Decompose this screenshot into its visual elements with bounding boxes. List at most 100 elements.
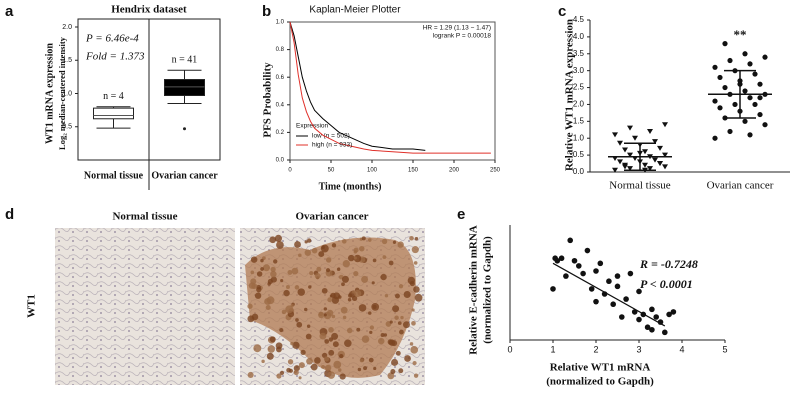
cell-nucleus [380,273,387,281]
data-point [657,145,663,151]
data-point [757,111,763,118]
cell-nucleus [294,285,300,290]
x-tick-label: 100 [367,168,378,174]
data-point [752,71,758,77]
cell-nucleus [327,297,333,303]
data-point [627,152,633,158]
y-tick-label: 0.5 [573,150,585,159]
annotation: P < 0.0001 [640,277,693,291]
cell-nucleus [290,341,294,346]
data-point [757,95,763,101]
cell-nucleus [310,363,318,371]
annotation: R = -0.7248 [639,257,698,271]
box [164,79,205,96]
cell-nucleus [388,339,396,346]
cell-nucleus [331,243,337,248]
data-point [662,152,668,158]
data-point [617,140,623,146]
histology-title: Ovarian cancer [295,211,368,223]
data-point [649,326,655,333]
cell-nucleus [293,365,300,372]
data-point [742,88,748,94]
cell-nucleus [402,321,410,329]
x-tick-label: 150 [408,168,419,174]
cell-nucleus [328,337,334,342]
legend-label: high (n = 933) [312,142,352,149]
cell-nucleus [296,321,303,328]
data-point [747,61,753,67]
cell-nucleus [253,344,262,353]
n-label: n = 4 [103,91,124,102]
data-point [571,257,578,264]
data-point [662,329,668,336]
cell-nucleus [280,278,284,283]
cell-nucleus [404,355,411,362]
cell-nucleus [369,325,375,330]
cell-nucleus [304,249,312,256]
cell-nucleus [382,255,387,260]
data-point [636,316,642,323]
cell-nucleus [281,309,287,315]
y-tick-label: 4.5 [573,15,585,24]
data-point [642,162,648,168]
cell-nucleus [359,358,364,363]
data-point [727,128,733,135]
cell-nucleus [262,264,270,272]
x-axis-label: (normalized to Gapdh) [546,376,654,388]
cell-nucleus [361,335,370,343]
data-point [550,286,556,292]
x-tick-label: 200 [449,168,460,174]
cell-nucleus [247,303,253,309]
cell-nucleus [395,350,401,356]
x-axis-label: Relative WT1 mRNA [550,362,651,374]
panel-label: a [5,3,14,20]
data-point [742,118,748,124]
cell-nucleus [323,313,327,317]
cell-nucleus [344,339,352,348]
cell-nucleus [336,267,341,272]
data-point [657,319,664,325]
tumor-region [245,234,423,380]
cell-nucleus [411,308,415,312]
cell-nucleus [325,268,331,273]
cell-nucleus [383,333,388,337]
cell-nucleus [363,366,368,371]
cell-nucleus [394,315,399,320]
cell-nucleus [308,285,312,289]
cell-nucleus [314,357,321,364]
cell-nucleus [392,240,397,244]
data-point [632,135,638,141]
cell-nucleus [323,307,328,311]
cell-nucleus [333,360,342,369]
x-tick-label: 3 [636,344,641,354]
annotation: HR = 1.29 (1.13 − 1.47) [423,25,491,32]
cell-nucleus [411,246,419,254]
cell-nucleus [373,366,377,371]
y-tick-label: 3.5 [573,49,585,58]
cell-nucleus [247,315,255,323]
panel-label: d [5,206,14,223]
legend-title: Expression [296,123,329,130]
y-axis-label: Relative E-cadherin mRNA [468,225,480,355]
cell-nucleus [274,234,283,243]
x-tick-label: 5 [722,344,727,354]
cell-nucleus [390,369,396,375]
data-point [580,270,586,277]
cell-nucleus [328,327,334,333]
data-point [627,270,634,277]
data-point [652,157,658,163]
plot-frame [289,21,496,161]
cell-nucleus [248,282,256,289]
data-point [647,128,653,134]
cell-nucleus [400,315,404,320]
data-point [627,166,633,172]
cell-nucleus [291,267,299,275]
data-point [610,301,616,308]
cell-nucleus [328,349,335,356]
regression-line [552,262,666,327]
data-point [732,101,738,108]
cell-nucleus [410,345,419,354]
cell-nucleus [250,270,255,275]
data-point [612,132,618,138]
cell-nucleus [270,270,277,278]
